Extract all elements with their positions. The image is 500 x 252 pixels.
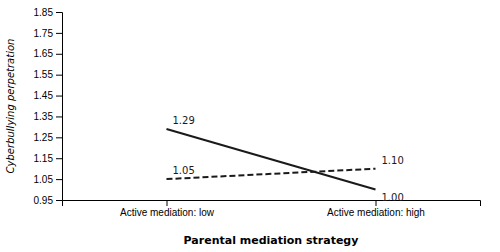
y-tick-mark <box>56 137 62 138</box>
y-tick: 1.05 <box>34 174 62 185</box>
x-axis: Active mediation: low Active mediation: h… <box>63 200 481 218</box>
y-tick-mark <box>56 75 62 76</box>
y-tick-mark <box>56 200 62 201</box>
y-tick-label: 1.55 <box>34 69 54 80</box>
y-tick-label: 1.05 <box>34 174 54 185</box>
x-tick-label: Active mediation: high <box>327 207 425 218</box>
y-tick-label: 1.65 <box>34 48 54 59</box>
x-tick: Active mediation: low <box>120 200 215 218</box>
data-label: 1.10 <box>382 155 404 166</box>
series-line <box>167 169 376 179</box>
data-label: 1.05 <box>173 165 195 176</box>
chart: 0.95 1.05 1.15 1.25 1.35 1.45 1.55 1.65 1.75 1.85… <box>0 0 500 252</box>
y-tick-label: 1.75 <box>34 28 54 39</box>
y-tick: 1.15 <box>34 153 62 164</box>
y-tick: 1.55 <box>34 69 62 80</box>
y-tick: 1.85 <box>34 7 62 18</box>
y-tick: 0.95 <box>34 195 62 206</box>
y-tick-label: 0.95 <box>34 195 54 206</box>
y-tick-label: 1.25 <box>34 132 54 143</box>
y-tick: 1.45 <box>34 90 62 101</box>
x-axis-line <box>63 201 481 207</box>
y-tick: 1.65 <box>34 48 62 59</box>
data-label: 1.29 <box>173 115 195 126</box>
x-tick-mark <box>376 200 377 206</box>
data-label: 1.00 <box>382 192 404 203</box>
x-tick: Active mediation: high <box>327 200 425 218</box>
x-tick-label: Active mediation: low <box>120 207 215 218</box>
data-labels: 1.29 1.00 1.05 1.10 <box>173 115 404 203</box>
y-tick-mark <box>56 116 62 117</box>
y-tick-mark <box>56 33 62 34</box>
y-tick-mark <box>56 54 62 55</box>
y-tick-mark <box>56 179 62 180</box>
x-tick-mark <box>167 200 168 206</box>
y-tick-label: 1.15 <box>34 153 54 164</box>
y-tick-mark <box>56 96 62 97</box>
y-tick: 1.25 <box>34 132 62 143</box>
plot: 0.95 1.05 1.15 1.25 1.35 1.45 1.55 1.65 1.75 1.85… <box>34 7 481 218</box>
y-tick-mark <box>56 12 62 13</box>
lines <box>167 129 376 190</box>
y-axis-title: Cyberbullying perpetration <box>5 39 16 174</box>
y-axis: 0.95 1.05 1.15 1.25 1.35 1.45 1.55 1.65 1.75 1.85 <box>34 7 63 206</box>
series-line <box>167 129 376 190</box>
y-tick-mark <box>56 158 62 159</box>
y-tick-label: 1.35 <box>34 111 54 122</box>
y-axis-line <box>56 13 63 201</box>
x-axis-title: Parental mediation strategy <box>184 234 359 247</box>
y-tick-label: 1.85 <box>34 7 54 18</box>
y-tick: 1.35 <box>34 111 62 122</box>
y-tick-label: 1.45 <box>34 90 54 101</box>
y-tick: 1.75 <box>34 28 62 39</box>
